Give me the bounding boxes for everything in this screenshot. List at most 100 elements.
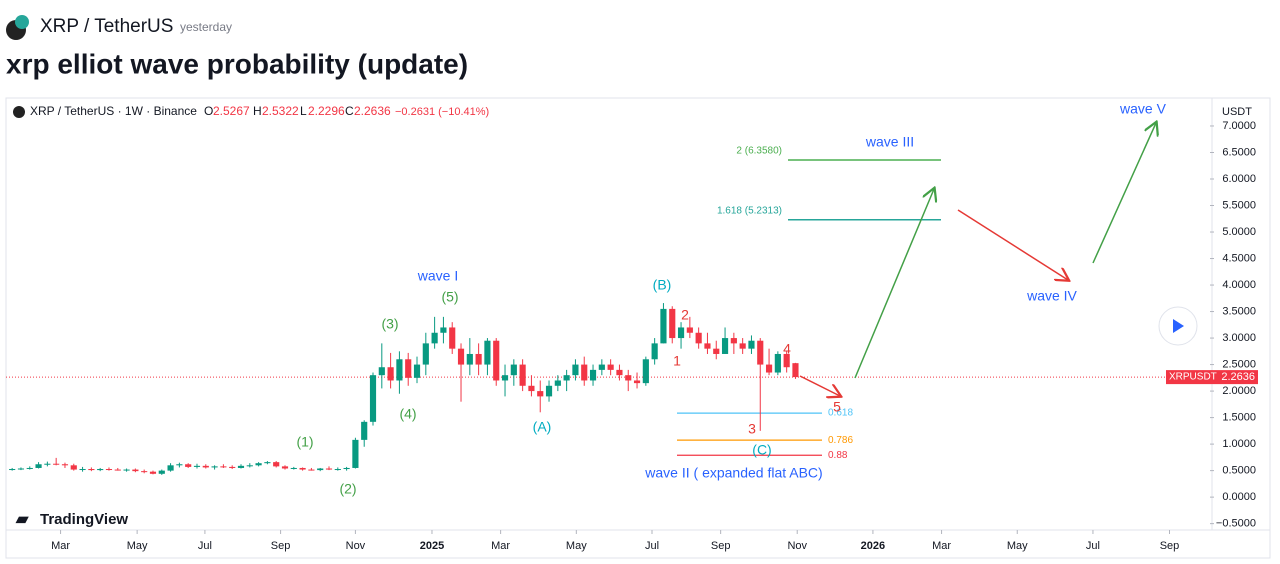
y-tick-label: 0.5000 (1222, 465, 1256, 477)
wave-label: (5) (441, 289, 458, 305)
currency: USDT (1222, 106, 1252, 118)
candle-body (449, 327, 456, 349)
candle-body (501, 375, 509, 381)
candle-body (132, 469, 139, 472)
candle-body (88, 469, 95, 471)
arrows (799, 123, 1156, 396)
candle-body (334, 469, 341, 471)
candle-body (677, 327, 685, 339)
candle-body (176, 464, 183, 466)
time: yesterday (180, 20, 232, 34)
candle-body (695, 332, 702, 344)
y-tick-label: 4.0000 (1222, 279, 1256, 291)
x-tick-label: May (1007, 540, 1028, 552)
candle-body (343, 467, 350, 470)
candle-body (413, 364, 421, 378)
wave-label: 5 (833, 399, 841, 415)
candle-body (202, 465, 209, 468)
y-tick-label: 1.0000 (1222, 438, 1256, 450)
candle-body (457, 348, 465, 365)
candle-body (9, 469, 16, 471)
candle-body (35, 464, 42, 468)
candle-body (299, 467, 306, 470)
y-tick-label: 2.0000 (1222, 385, 1256, 397)
candle-body (493, 340, 500, 381)
candle-body (431, 332, 438, 344)
candle-body (149, 471, 157, 474)
candle-body (783, 353, 790, 368)
wave-label: (4) (399, 406, 416, 422)
y-tick-label: 5.5000 (1222, 199, 1256, 211)
x-tick-label: Mar (932, 540, 951, 552)
candle-body (748, 340, 755, 349)
last-price-label: 2.2636 (1221, 371, 1255, 383)
fib-label: 0.618 (828, 408, 853, 419)
fib-label: 0.88 (828, 450, 848, 461)
candle-body (53, 463, 60, 465)
candle-body (466, 353, 473, 365)
candle-body (545, 385, 553, 397)
candle-body (519, 364, 526, 386)
candle-body (378, 367, 385, 376)
candle-body (211, 466, 218, 468)
candle-body (193, 465, 201, 467)
wave-label: 2 (681, 307, 689, 323)
o-label: O (204, 104, 213, 118)
candle-body (255, 463, 262, 466)
y-tick-label: 0.0000 (1222, 491, 1256, 503)
candle-body (774, 353, 781, 373)
candle-body (757, 340, 764, 365)
x-tick-label: Jul (645, 540, 659, 552)
candle-body (405, 359, 412, 378)
candle-body (475, 353, 482, 365)
candle-body (79, 469, 86, 471)
y-tick-label: 3.0000 (1222, 332, 1256, 344)
y-tick-label: 7.0000 (1222, 120, 1256, 132)
candle-body (484, 340, 491, 365)
wave-label: wave IV (1026, 288, 1077, 304)
candle-body (369, 375, 377, 422)
x-tick-label: 2025 (420, 540, 444, 552)
candle-body (167, 465, 174, 471)
l-value: 2.2296 (308, 104, 345, 118)
x-tick-label: Nov (346, 540, 366, 552)
chart-frame (5, 97, 1271, 559)
candle-body (625, 375, 632, 381)
candle-body (651, 343, 658, 360)
candle-body (325, 468, 333, 470)
candle-body (642, 359, 649, 384)
candle-body (669, 308, 676, 339)
x-tick-label: Jul (1086, 540, 1100, 552)
candle-body (308, 469, 315, 471)
brand: TradingView (40, 511, 128, 528)
candle-body (97, 469, 104, 471)
change: −0.2631 (−10.41%) (395, 106, 489, 118)
wave-label: wave II ( expanded flat ABC) (644, 465, 822, 481)
candle-body (352, 439, 359, 468)
wave-label: 4 (783, 341, 791, 357)
candle-body (387, 367, 394, 381)
wave-label: wave I (417, 268, 458, 284)
candle-body (554, 380, 561, 386)
fib-label: 2 (6.3580) (736, 146, 782, 157)
legend-symbol: XRP / TetherUS · 1W · Binance (30, 104, 197, 118)
candle-body (572, 364, 579, 376)
y-tick-label: 4.5000 (1222, 252, 1256, 264)
candle-body (510, 364, 517, 376)
h-label: H (253, 104, 262, 118)
candle-body (158, 470, 165, 474)
arrow-wave-iii (854, 189, 934, 379)
x-tick-label: Sep (271, 540, 291, 552)
candle-body (704, 343, 711, 349)
candle-body (721, 338, 729, 354)
candle-body (739, 343, 746, 349)
candle-body (563, 375, 570, 381)
candle-body (422, 343, 429, 365)
y-tick-label: 2.5000 (1222, 358, 1256, 370)
legend: XRP / TetherUS · 1W · Binance O 2.5267 H… (30, 104, 489, 118)
x-tick-label: May (566, 540, 587, 552)
fib-label: 1.618 (5.2313) (717, 205, 782, 216)
candle-body (70, 465, 77, 470)
candle-body (123, 469, 130, 471)
candle-body (598, 364, 605, 370)
